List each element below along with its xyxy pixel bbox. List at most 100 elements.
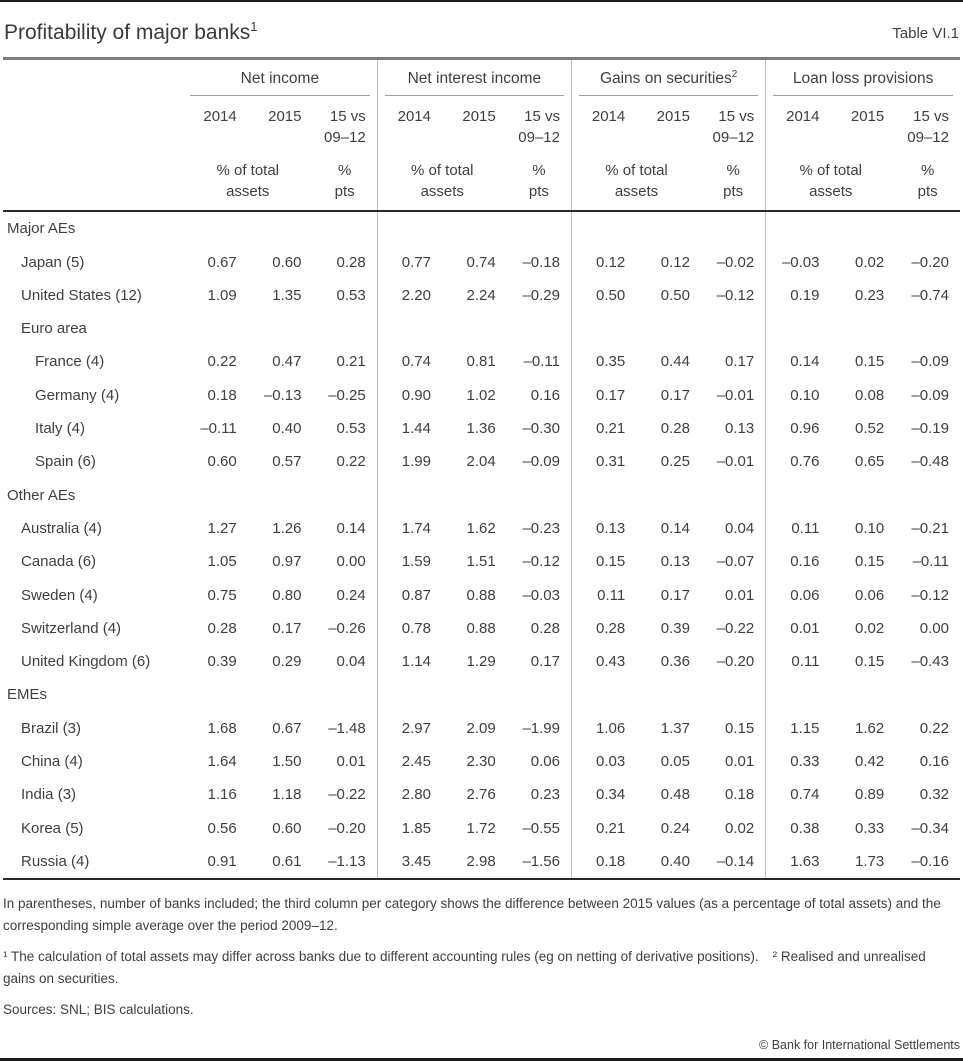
value-cell bbox=[248, 211, 313, 245]
value-cell bbox=[571, 312, 637, 346]
value-cell: –0.03 bbox=[522, 586, 560, 604]
value-cell: 1.15 bbox=[765, 711, 831, 745]
year-header: 2015 bbox=[462, 108, 496, 126]
row-label: United Kingdom (6) bbox=[21, 653, 151, 671]
value-cell: 0.01 bbox=[765, 611, 831, 646]
row-label: Korea (5) bbox=[21, 819, 84, 837]
value-cell: 2.97 bbox=[376, 711, 442, 745]
value-cell: 0.17 bbox=[660, 386, 690, 404]
value-cell bbox=[442, 479, 507, 512]
value-cell bbox=[507, 312, 572, 345]
table-row: Australia (4) 1.27 1.26 0.14 1.74 1.62 –0.23 0.… bbox=[3, 511, 960, 546]
value-cell: 0.67 bbox=[207, 253, 237, 271]
value-cell: –1.56 bbox=[522, 852, 560, 870]
value-cell: –0.43 bbox=[911, 653, 949, 671]
row-label: United States (12) bbox=[21, 286, 142, 304]
value-cell bbox=[765, 678, 831, 712]
value-cell: –0.12 bbox=[522, 553, 560, 571]
year-header: 2015 bbox=[656, 108, 690, 126]
unit-header: % of total assets bbox=[571, 148, 701, 213]
value-cell: 1.59 bbox=[376, 545, 442, 579]
value-cell: 0.60 bbox=[272, 253, 302, 271]
value-cell: 0.57 bbox=[272, 453, 302, 471]
title-footnote-marker: 1 bbox=[250, 19, 258, 34]
value-cell bbox=[248, 312, 313, 345]
value-cell: 0.78 bbox=[376, 611, 442, 646]
value-cell: 0.90 bbox=[376, 378, 442, 412]
value-cell: –0.09 bbox=[911, 353, 949, 371]
table-row: Japan (5) 0.67 0.60 0.28 0.77 0.74 –0.18 0.12 0.… bbox=[3, 245, 960, 279]
value-cell: –0.22 bbox=[716, 619, 755, 637]
value-cell: 0.06 bbox=[765, 578, 831, 612]
value-cell: 0.04 bbox=[336, 653, 366, 671]
value-cell: –0.16 bbox=[911, 852, 949, 870]
value-cell: 0.11 bbox=[765, 645, 831, 679]
value-cell bbox=[183, 312, 248, 345]
value-cell: 1.16 bbox=[207, 786, 237, 804]
value-cell: 0.02 bbox=[855, 253, 885, 271]
value-cell: 0.02 bbox=[725, 819, 755, 837]
value-cell: 0.50 bbox=[571, 278, 637, 313]
value-cell: 1.62 bbox=[466, 519, 496, 537]
value-cell: 0.16 bbox=[530, 386, 560, 404]
table-head: Net income Net interest income Gains on se… bbox=[3, 60, 960, 213]
value-cell: 0.88 bbox=[466, 619, 496, 637]
value-cell: 0.39 bbox=[207, 653, 237, 671]
value-cell: 1.63 bbox=[765, 844, 831, 880]
value-cell: 0.97 bbox=[272, 553, 302, 571]
value-cell bbox=[765, 478, 831, 512]
value-cell: 0.13 bbox=[571, 511, 637, 546]
value-cell: –0.26 bbox=[328, 619, 366, 637]
table-row: United Kingdom (6) 0.39 0.29 0.04 1.14 1.29 0.… bbox=[3, 645, 960, 679]
table-row: Sweden (4) 0.75 0.80 0.24 0.87 0.88 –0.03 0.11 0… bbox=[3, 578, 960, 612]
value-cell: –0.11 bbox=[523, 353, 560, 371]
unit-header: % pts bbox=[895, 148, 960, 213]
table-row: Germany (4) 0.18 –0.13 –0.25 0.90 1.02 0.16 0.1… bbox=[3, 378, 960, 412]
bottom-rule bbox=[0, 1058, 963, 1061]
value-cell: 1.44 bbox=[376, 411, 442, 446]
value-cell: 2.30 bbox=[466, 753, 496, 771]
value-cell: 1.05 bbox=[207, 553, 237, 571]
unit-header: % of total assets bbox=[183, 148, 313, 213]
value-cell bbox=[442, 312, 507, 345]
copyright-notice: © Bank for International Settlements bbox=[759, 1038, 960, 1052]
value-cell: 0.01 bbox=[336, 753, 366, 771]
value-cell: –0.19 bbox=[911, 420, 949, 438]
row-label: Other AEs bbox=[7, 486, 76, 504]
value-cell: 0.14 bbox=[765, 345, 831, 379]
value-cell: 0.34 bbox=[571, 778, 637, 812]
value-cell: –0.02 bbox=[716, 253, 755, 271]
row-label: Brazil (3) bbox=[21, 719, 82, 737]
table-row: France (4) 0.22 0.47 0.21 0.74 0.81 –0.11 0.35 0… bbox=[3, 345, 960, 379]
value-cell: –0.25 bbox=[328, 386, 366, 404]
value-cell bbox=[636, 678, 701, 711]
value-cell: 1.51 bbox=[466, 553, 496, 571]
value-cell: 0.17 bbox=[530, 653, 560, 671]
value-cell: 0.08 bbox=[855, 386, 885, 404]
value-cell: 0.00 bbox=[919, 619, 949, 637]
value-cell bbox=[313, 312, 378, 345]
value-cell: 1.37 bbox=[660, 719, 690, 737]
value-cell: 1.85 bbox=[376, 811, 442, 845]
year-header: 15 vs 09–12 bbox=[712, 108, 755, 147]
column-group-label: Loan loss provisions bbox=[773, 68, 953, 97]
value-cell: –0.09 bbox=[911, 386, 949, 404]
value-cell: –0.55 bbox=[522, 819, 560, 837]
footnote-general: In parentheses, number of banks included… bbox=[3, 896, 941, 933]
value-cell: –0.20 bbox=[716, 653, 755, 671]
value-cell bbox=[183, 678, 248, 711]
value-cell: 0.56 bbox=[207, 819, 237, 837]
table-row: Major AEs bbox=[3, 211, 960, 246]
value-cell: –0.12 bbox=[716, 286, 755, 304]
table-row: China (4) 1.64 1.50 0.01 2.45 2.30 0.06 0.03 0.0… bbox=[3, 744, 960, 779]
value-cell: 0.15 bbox=[855, 653, 885, 671]
value-cell: 0.74 bbox=[466, 253, 496, 271]
value-cell: 0.36 bbox=[660, 653, 690, 671]
value-cell: 1.99 bbox=[376, 445, 442, 479]
value-cell: 0.17 bbox=[272, 619, 302, 637]
value-cell: 0.15 bbox=[725, 719, 755, 737]
column-group-label: Net income bbox=[190, 68, 370, 97]
value-cell: 0.80 bbox=[272, 586, 302, 604]
value-cell: 0.33 bbox=[855, 819, 885, 837]
